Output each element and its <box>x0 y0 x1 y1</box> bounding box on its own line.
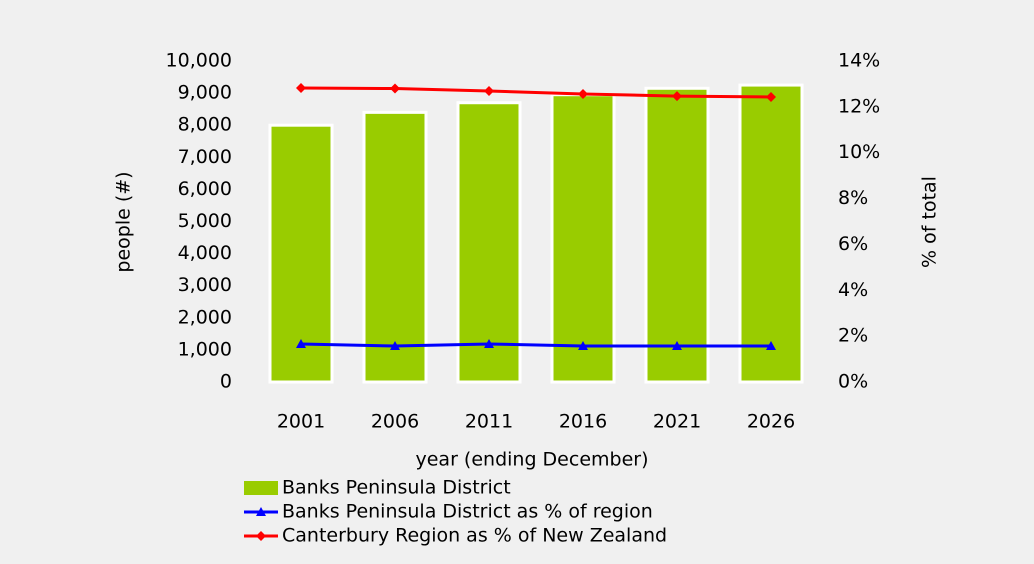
y-tick-label: 9,000 <box>178 82 232 104</box>
line-marker <box>484 338 494 348</box>
bar <box>644 86 710 384</box>
x-tick-label: 2011 <box>465 411 513 433</box>
y-tick-label: 1,000 <box>178 338 232 360</box>
line-marker <box>766 341 776 351</box>
legend-swatch <box>244 481 278 495</box>
y-tick-label: 2,000 <box>178 306 232 328</box>
x-tick-label: 2021 <box>653 411 701 433</box>
y2-tick-label: 10% <box>838 141 880 163</box>
line-marker <box>672 341 682 351</box>
y-tick-label: 3,000 <box>178 274 232 296</box>
y2-tick-label: 2% <box>838 325 868 347</box>
line-marker <box>484 86 494 97</box>
y-tick-label: 4,000 <box>178 242 232 264</box>
y2-tick-label: 4% <box>838 279 868 301</box>
y2-axis-title: % of total <box>919 176 941 268</box>
line <box>300 342 771 348</box>
legend-label: Canterbury Region as % of New Zealand <box>282 525 667 547</box>
line-marker <box>578 341 588 351</box>
line <box>300 86 772 99</box>
y-tick-label: 6,000 <box>178 178 232 200</box>
y-tick-label: 8,000 <box>178 114 232 136</box>
bar <box>738 83 804 384</box>
y2-tick-label: 0% <box>838 371 868 393</box>
line-marker <box>390 83 400 94</box>
x-tick-label: 2001 <box>277 411 325 433</box>
bar <box>362 110 428 384</box>
line-marker <box>766 91 776 102</box>
y2-tick-label: 6% <box>838 233 868 255</box>
line-marker <box>296 338 306 348</box>
y2-tick-label: 8% <box>838 187 868 209</box>
legend-marker <box>256 531 266 541</box>
y2-tick-label: 14% <box>838 50 880 72</box>
y-tick-label: 10,000 <box>166 50 232 72</box>
x-tick-label: 2006 <box>371 411 419 433</box>
line-marker <box>296 83 306 94</box>
y-tick-label: 0 <box>220 371 232 393</box>
line-marker <box>672 91 682 102</box>
x-tick-label: 2016 <box>559 411 607 433</box>
line-marker <box>578 89 588 100</box>
y2-tick-label: 12% <box>838 95 880 117</box>
bar <box>456 101 522 384</box>
legend-label: Banks Peninsula District as % of region <box>282 501 653 523</box>
line-marker <box>390 341 400 351</box>
x-tick-label: 2026 <box>747 411 795 433</box>
legend-label: Banks Peninsula District <box>282 477 511 499</box>
y-axis-title: people (#) <box>113 171 135 272</box>
bar <box>550 93 616 384</box>
y-tick-label: 5,000 <box>178 210 232 232</box>
legend-marker <box>256 507 266 516</box>
y-tick-label: 7,000 <box>178 146 232 168</box>
x-axis-title: year (ending December) <box>416 449 649 471</box>
